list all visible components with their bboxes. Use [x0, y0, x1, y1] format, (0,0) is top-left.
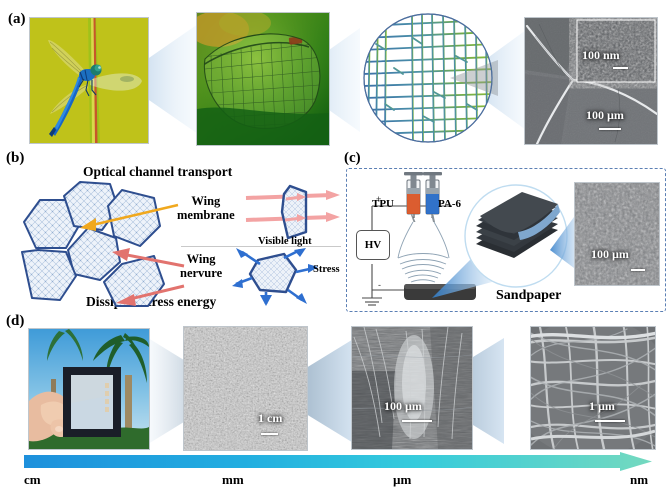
annotation-wing-nervure: Wing nervure — [180, 252, 222, 280]
macro-scale-label-1cm: 1 cm — [258, 411, 283, 425]
svg-text:-: - — [378, 280, 381, 290]
label-pa6: PA-6 — [438, 198, 462, 210]
sandpaper-illustration-circle — [462, 182, 570, 290]
annotation-wing-membrane-line1: Wing — [191, 194, 221, 208]
sandpaper-sem-scale-label: 100 µm — [591, 247, 629, 261]
nanofiber-sem-scale-bar — [595, 420, 625, 422]
fiber-sem-scale-label-100um: 100 µm — [384, 399, 422, 413]
dragonfly-photo — [29, 17, 149, 144]
length-scale-arrow — [24, 452, 652, 472]
panel-letter-c: (c) — [344, 150, 361, 166]
scale-label-um: µm — [393, 472, 412, 487]
wing-cell-hexagon-cluster — [14, 180, 182, 312]
wing-nervure-pointer-arrow-lower — [96, 282, 186, 308]
connector-funnel-d3 — [442, 338, 504, 444]
high-voltage-supply-box: HV — [356, 230, 390, 260]
connector-funnel-d2 — [293, 338, 355, 444]
connector-funnel-a3 — [482, 30, 526, 130]
wing-membrane-pointer-arrow — [60, 200, 180, 236]
nanofiber-sem-1um: 1 µm — [530, 326, 656, 450]
label-tpu: TPU — [372, 198, 394, 210]
sandpaper-sem-micrograph: 100 µm — [574, 182, 660, 286]
annotation-wing-membrane-line2: membrane — [177, 208, 235, 222]
scale-label-nm: nm — [630, 472, 649, 487]
sem-inset-scale-label-100nm: 100 nm — [582, 48, 620, 62]
nanofiber-sem-scale-label-1um: 1 µm — [589, 399, 615, 413]
wing-sem-micrograph: 100 nm 100 µm — [524, 17, 658, 145]
wing-nervure-pointer-arrow-upper — [96, 246, 186, 270]
annotation-wing-membrane: Wing membrane — [177, 194, 235, 222]
optical-transport-schematic — [244, 182, 342, 244]
label-stress: Stress — [313, 264, 340, 275]
sandpaper-sem-scale-bar — [631, 269, 645, 271]
fiber-sem-100um: 100 µm — [351, 326, 473, 450]
stress-dissipation-schematic — [232, 248, 318, 306]
panel-letter-d: (d) — [6, 313, 25, 329]
panel-letter-a: (a) — [8, 11, 26, 27]
annotation-wing-nervure-line1: Wing — [186, 252, 216, 266]
label-sandpaper: Sandpaper — [496, 288, 562, 303]
label-visible-light: Visible light — [258, 236, 312, 247]
svg-text:+: + — [376, 194, 381, 204]
scale-label-mm: mm — [222, 472, 244, 487]
scale-label-cm: cm — [24, 472, 41, 487]
fiber-sem-scale-bar — [402, 420, 432, 422]
panel-b-title-optical: Optical channel transport — [83, 164, 233, 179]
dragonfly-wing-closeup-photo — [196, 12, 330, 146]
connector-funnel-a1 — [146, 24, 198, 134]
connector-funnel-d1 — [148, 338, 210, 444]
panel-letter-b: (b) — [6, 150, 25, 166]
sem-main-scale-bar — [599, 128, 621, 130]
macro-scale-bar — [261, 433, 278, 435]
electrospinning-setup-schematic: + - — [352, 172, 502, 308]
voronoi-wing-vein-schematic — [358, 8, 498, 148]
membrane-in-hand-photo — [28, 328, 150, 450]
panel-b-divider — [181, 246, 341, 247]
annotation-wing-nervure-line2: nervure — [180, 266, 223, 280]
membrane-macro-texture: 1 cm — [183, 326, 308, 451]
sem-inset-scale-bar — [613, 67, 628, 69]
sem-main-scale-label-100um: 100 µm — [586, 108, 624, 122]
